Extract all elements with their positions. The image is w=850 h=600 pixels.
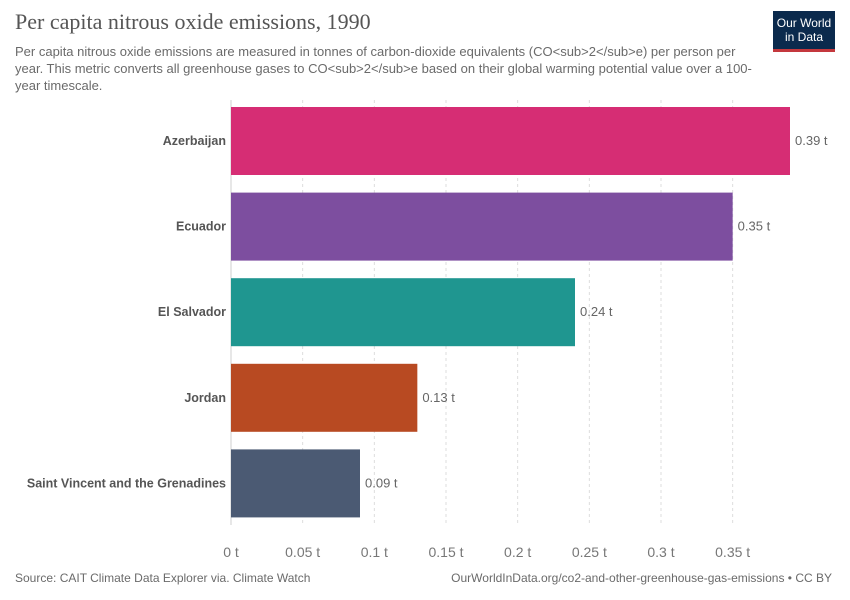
x-tick-label: 0.1 t [361,544,388,560]
logo-line-2: in Data [784,30,824,44]
footer-link[interactable]: OurWorldInData.org/co2-and-other-greenho… [451,571,832,585]
bar [231,192,733,261]
category-label: Saint Vincent and the Grenadines [27,476,226,490]
x-tick-label: 0.2 t [504,544,531,560]
value-label: 0.09 t [365,475,398,490]
bar [231,363,418,432]
chart-subtitle: Per capita nitrous oxide emissions are m… [15,44,752,93]
x-tick-label: 0 t [223,544,239,560]
value-label: 0.13 t [422,390,455,405]
value-label: 0.39 t [795,133,828,148]
category-label: El Salvador [158,305,226,319]
x-tick-label: 0.35 t [715,544,750,560]
category-label: Azerbaijan [163,134,226,148]
value-label: 0.35 t [738,219,771,234]
owid-logo[interactable]: Our World in Data [773,11,835,52]
bar [231,278,575,347]
x-tick-label: 0.05 t [285,544,320,560]
chart-title: Per capita nitrous oxide emissions, 1990 [15,9,371,34]
bar [231,107,790,175]
category-label: Ecuador [176,220,226,234]
source-note: Source: CAIT Climate Data Explorer via. … [15,571,311,585]
x-tick-label: 0.3 t [647,544,674,560]
value-label: 0.24 t [580,304,613,319]
x-tick-label: 0.15 t [428,544,463,560]
x-tick-label: 0.25 t [572,544,607,560]
bar [231,449,360,518]
category-label: Jordan [184,391,226,405]
logo-line-1: Our World [776,16,832,30]
